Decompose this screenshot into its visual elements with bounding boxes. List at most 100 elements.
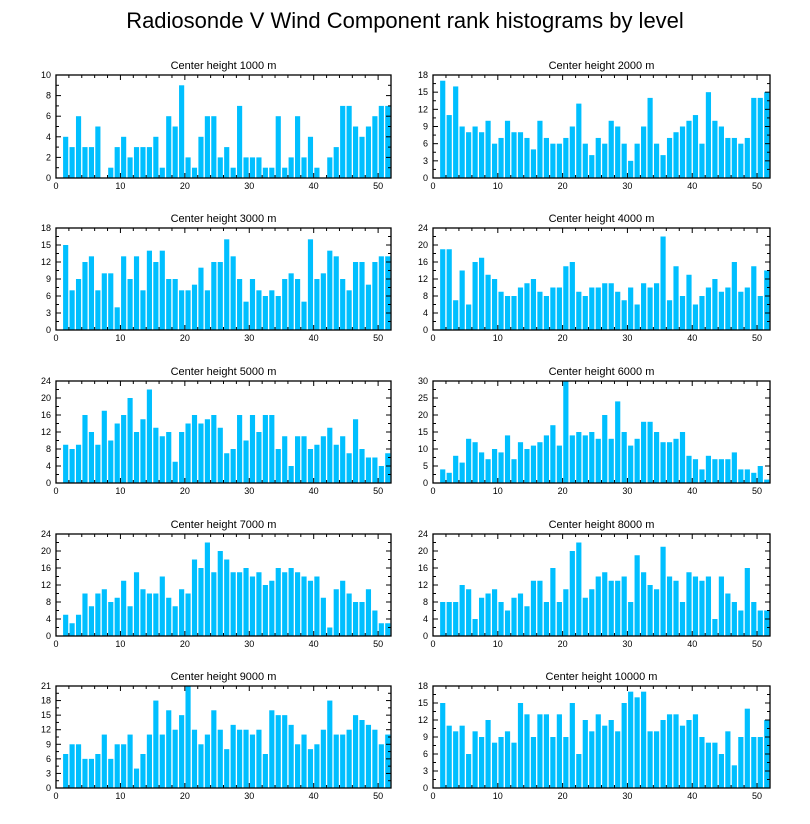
histogram-bar [602,283,608,330]
histogram-bar [666,300,673,330]
bar-series [440,80,770,178]
x-tick-label: 20 [558,333,568,343]
histogram-bar [237,415,243,483]
rank-histogram-panel: Center height 10000 m 0 10 20 30 40 50 0 3 6 9 12 15… [418,671,771,801]
histogram-bar [582,296,588,330]
histogram-bar [466,304,472,330]
histogram-bar [504,120,511,178]
histogram-bar [446,115,452,178]
bar-series [63,389,391,483]
histogram-bar [230,572,236,636]
x-tick-label: 30 [622,791,632,801]
histogram-bar [582,720,588,788]
histogram-bar [757,296,763,330]
histogram-bar [282,167,288,178]
histogram-bar [543,602,549,636]
histogram-bar [537,442,543,483]
histogram-bar [166,116,172,178]
histogram-bar [314,744,320,788]
histogram-bar [295,436,301,483]
y-tick-label: 6 [423,749,428,759]
histogram-bar [537,291,543,330]
histogram-bar [504,296,511,330]
y-tick-label: 8 [46,444,51,454]
histogram-bar [472,619,478,636]
y-tick-label: 15 [418,698,428,708]
histogram-bar [159,436,165,483]
y-tick-label: 9 [46,739,51,749]
histogram-bar [301,157,307,178]
x-tick-label: 50 [373,639,383,649]
histogram-bar [95,444,101,483]
x-tick-label: 0 [430,791,435,801]
y-tick-label: 21 [41,681,51,691]
histogram-bar [179,290,185,330]
histogram-bar [140,589,146,636]
histogram-bar [757,737,763,788]
histogram-bar [472,262,478,330]
histogram-bar [446,602,452,636]
histogram-bar [385,453,391,483]
histogram-bar [314,576,320,636]
histogram-bar [731,765,737,788]
histogram-bar [446,249,452,330]
histogram-bar [282,279,288,330]
histogram-bar [725,287,731,330]
histogram-bar [589,731,595,788]
histogram-bar [757,466,763,483]
histogram-bar [114,423,120,483]
histogram-bar [666,714,673,788]
y-tick-label: 15 [418,427,428,437]
histogram-bar [524,714,530,788]
histogram-bar [686,274,692,330]
histogram-bar [660,442,666,483]
x-tick-label: 40 [687,333,697,343]
histogram-bar [504,435,511,483]
histogram-bar [69,290,75,330]
histogram-bar [327,250,333,330]
histogram-bar [621,703,627,788]
histogram-bar [653,731,660,788]
x-tick-label: 50 [752,791,762,801]
histogram-bar [340,734,346,788]
histogram-bar [288,157,294,178]
histogram-bar [705,92,712,178]
histogram-bar [204,116,210,178]
histogram-bar [498,452,504,483]
histogram-bar [647,731,653,788]
histogram-bar [224,453,230,483]
histogram-bar [121,580,127,636]
histogram-bar [365,457,372,483]
histogram-bar [237,279,243,330]
x-tick-label: 0 [430,639,435,649]
histogram-bar [511,132,517,178]
histogram-bar [217,427,223,483]
histogram-bar [88,147,95,178]
histogram-bar [517,442,524,483]
y-tick-label: 20 [418,546,428,556]
histogram-bar [121,415,127,483]
histogram-bar [653,143,660,178]
x-tick-label: 40 [687,791,697,801]
x-tick-label: 30 [244,791,254,801]
histogram-bar [595,438,601,483]
histogram-bar [217,551,223,636]
histogram-bar [75,614,82,636]
histogram-bar [153,262,159,330]
histogram-bar [372,457,378,483]
histogram-bar [634,304,640,330]
histogram-bar [204,290,210,330]
histogram-bar [224,239,230,330]
histogram-bar [243,157,249,178]
y-tick-label: 4 [46,132,51,142]
histogram-bar [275,296,281,330]
histogram-bar [217,262,223,330]
histogram-bar [262,754,268,788]
rank-histogram-panel: Center height 2000 m 0 10 20 30 40 50 0 3 6 9 12 15 1… [418,60,771,191]
histogram-bar [127,606,133,636]
histogram-bar [314,279,320,330]
histogram-bar [589,155,595,178]
histogram-bar [524,606,530,636]
histogram-bar [372,262,378,330]
histogram-bar [621,576,627,636]
